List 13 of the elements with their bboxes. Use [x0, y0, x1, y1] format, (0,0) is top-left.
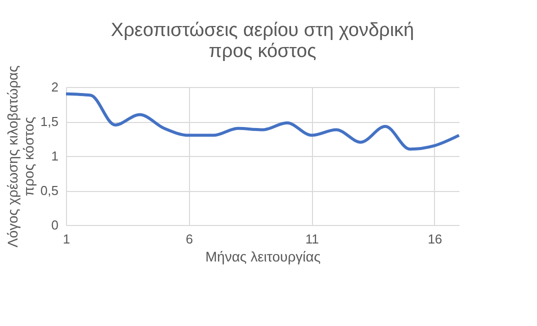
- y-tick-label: 2: [51, 80, 58, 94]
- x-tick-label: 16: [428, 232, 442, 246]
- y-tick-label: 1: [51, 148, 58, 164]
- y-tick-label: 0: [51, 218, 58, 232]
- y-tick-label: 0,5: [40, 183, 58, 198]
- x-tick-label: 6: [186, 232, 193, 246]
- x-axis-title: Μήνας λειτουργίας: [205, 248, 321, 264]
- y-axis-title: Λόγος χρέωσης κιλοβατώρας προς κόστος: [4, 65, 36, 248]
- line-series: [64, 92, 460, 151]
- chart-title: Χρεοπιστώσεις αερίου στη χονδρική προς κόστος: [110, 20, 414, 62]
- x-tick-label: 11: [305, 232, 319, 246]
- x-tick-label: 1: [62, 232, 70, 246]
- y-tick-label: 1,5: [40, 114, 58, 129]
